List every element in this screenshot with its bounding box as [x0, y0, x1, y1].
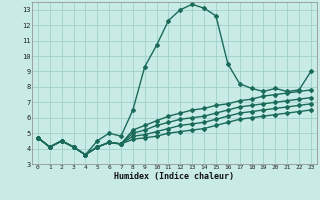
X-axis label: Humidex (Indice chaleur): Humidex (Indice chaleur) [115, 172, 234, 181]
